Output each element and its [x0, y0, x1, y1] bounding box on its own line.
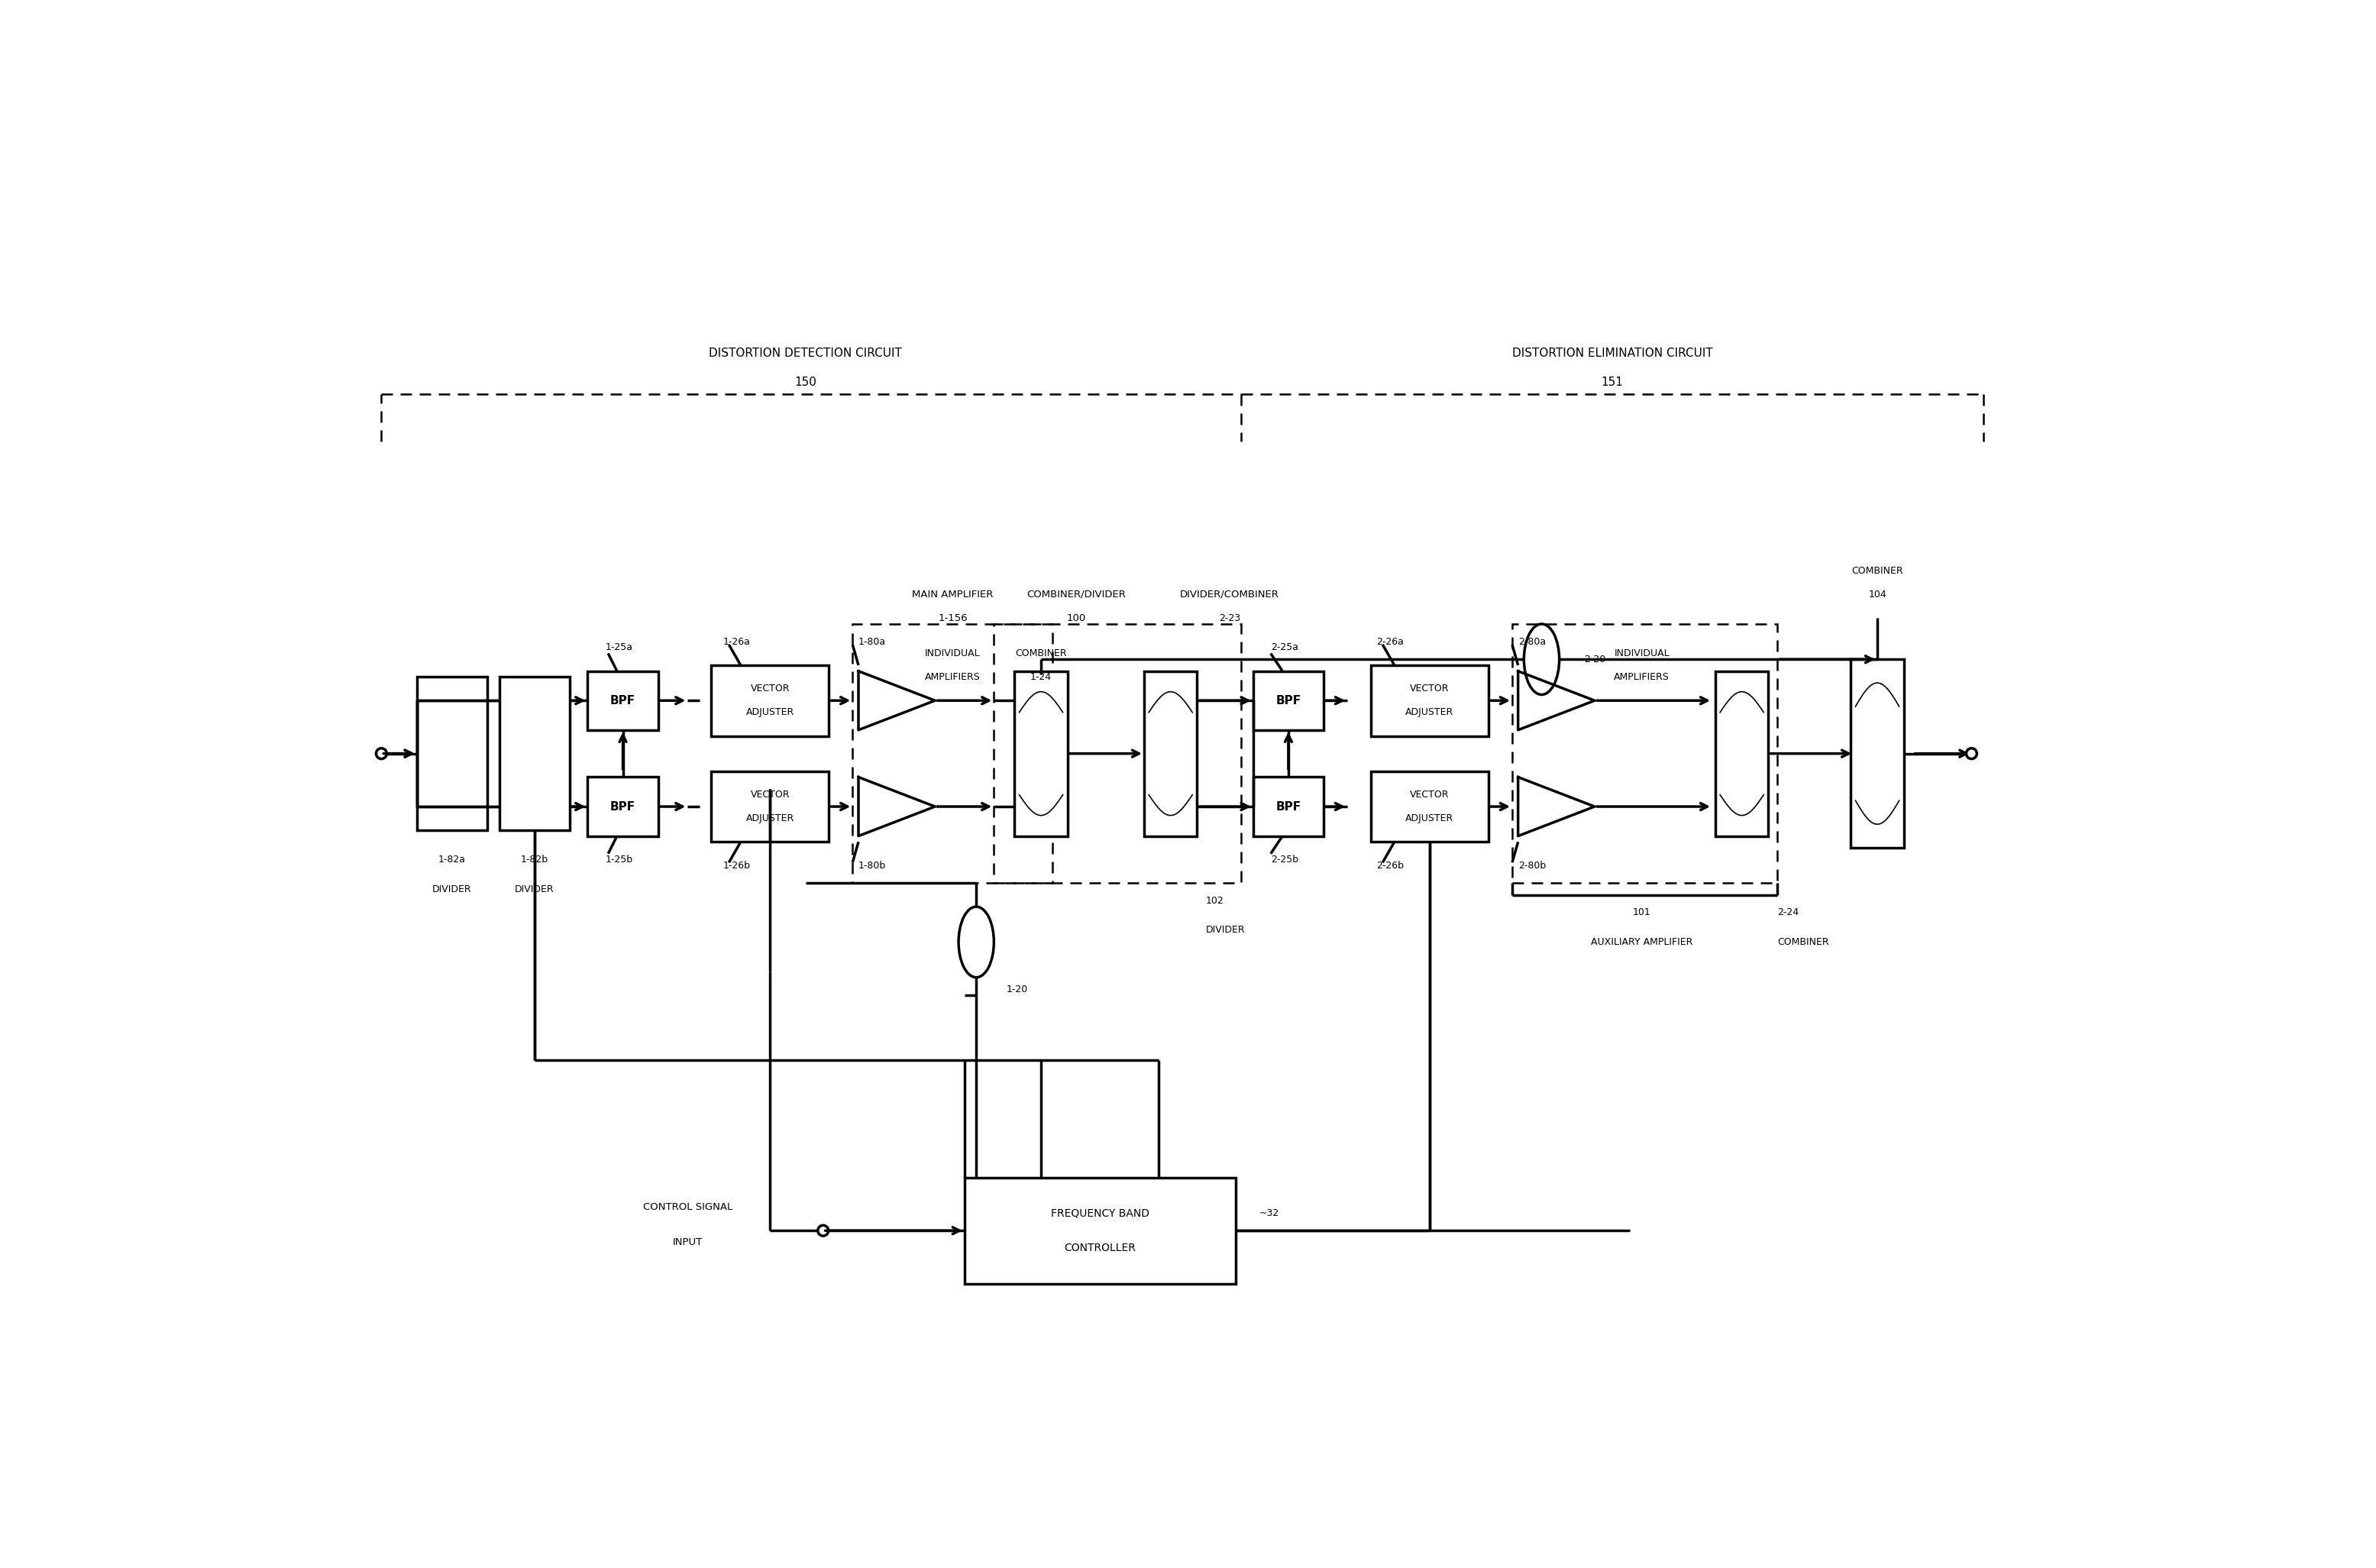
Text: 1-82a: 1-82a — [437, 855, 466, 864]
Text: ADJUSTER: ADJUSTER — [746, 707, 794, 717]
Bar — [1715, 671, 1768, 836]
Text: AMPLIFIERS: AMPLIFIERS — [924, 673, 981, 682]
Text: VECTOR: VECTOR — [751, 790, 789, 800]
Text: 1-80b: 1-80b — [858, 861, 886, 870]
Text: FREQUENCY BAND: FREQUENCY BAND — [1050, 1207, 1150, 1218]
Text: 2-25b: 2-25b — [1271, 855, 1297, 864]
Text: 2-26a: 2-26a — [1376, 637, 1404, 646]
Text: 2-26b: 2-26b — [1376, 861, 1404, 870]
Text: 150: 150 — [794, 376, 817, 389]
Circle shape — [375, 748, 387, 759]
Bar — [1371, 771, 1490, 842]
Text: COMBINER: COMBINER — [1777, 938, 1830, 947]
Text: 100: 100 — [1067, 613, 1086, 622]
Text: BPF: BPF — [611, 695, 634, 706]
Text: DISTORTION DETECTION CIRCUIT: DISTORTION DETECTION CIRCUIT — [708, 348, 903, 359]
Polygon shape — [858, 778, 936, 836]
Ellipse shape — [958, 906, 993, 977]
Bar — [710, 771, 829, 842]
Text: ADJUSTER: ADJUSTER — [746, 814, 794, 823]
Text: 2-20: 2-20 — [1585, 654, 1606, 665]
Text: 1-82b: 1-82b — [520, 855, 549, 864]
Bar — [965, 1178, 1236, 1284]
Polygon shape — [1518, 671, 1594, 731]
Bar — [1511, 624, 1777, 883]
Bar — [587, 671, 658, 731]
Text: VECTOR: VECTOR — [751, 684, 789, 693]
Bar — [1371, 665, 1490, 735]
Bar — [1252, 778, 1323, 836]
Text: DIVIDER/COMBINER: DIVIDER/COMBINER — [1181, 590, 1278, 599]
Text: COMBINER/DIVIDER: COMBINER/DIVIDER — [1026, 590, 1126, 599]
Bar — [710, 665, 829, 735]
Text: CONTROLLER: CONTROLLER — [1064, 1243, 1136, 1254]
Circle shape — [817, 1225, 829, 1236]
Bar — [1252, 671, 1323, 731]
Ellipse shape — [1523, 624, 1559, 695]
Text: DIVIDER: DIVIDER — [516, 884, 554, 894]
Text: COMBINER: COMBINER — [1851, 566, 1903, 575]
Text: MAIN AMPLIFIER: MAIN AMPLIFIER — [912, 590, 993, 599]
Text: ADJUSTER: ADJUSTER — [1407, 814, 1454, 823]
Text: DISTORTION ELIMINATION CIRCUIT: DISTORTION ELIMINATION CIRCUIT — [1511, 348, 1713, 359]
Bar — [1015, 671, 1067, 836]
Polygon shape — [858, 671, 936, 731]
Text: 1-156: 1-156 — [939, 613, 967, 622]
Bar — [1851, 659, 1903, 848]
Text: AUXILIARY AMPLIFIER: AUXILIARY AMPLIFIER — [1592, 938, 1692, 947]
Text: 1-25b: 1-25b — [606, 855, 632, 864]
Text: 2-80a: 2-80a — [1518, 637, 1547, 646]
Text: 101: 101 — [1632, 908, 1651, 917]
Text: INDIVIDUAL: INDIVIDUAL — [924, 649, 981, 659]
Bar — [499, 677, 570, 829]
Text: AMPLIFIERS: AMPLIFIERS — [1613, 673, 1670, 682]
Text: VECTOR: VECTOR — [1409, 684, 1449, 693]
Bar — [587, 778, 658, 836]
Text: 2-80b: 2-80b — [1518, 861, 1547, 870]
Text: VECTOR: VECTOR — [1409, 790, 1449, 800]
Text: 2-23: 2-23 — [1219, 613, 1240, 622]
Text: INDIVIDUAL: INDIVIDUAL — [1613, 649, 1670, 659]
Text: COMBINER: COMBINER — [1015, 649, 1067, 659]
Text: 102: 102 — [1207, 895, 1224, 906]
Text: BPF: BPF — [611, 801, 634, 812]
Circle shape — [1967, 748, 1977, 759]
Text: 2-24: 2-24 — [1777, 908, 1799, 917]
Text: 1-80a: 1-80a — [858, 637, 886, 646]
Text: 151: 151 — [1601, 376, 1623, 389]
Text: ADJUSTER: ADJUSTER — [1407, 707, 1454, 717]
Text: BPF: BPF — [1276, 801, 1302, 812]
Text: 1-25a: 1-25a — [606, 643, 632, 652]
Text: ~32: ~32 — [1259, 1207, 1278, 1218]
Bar — [1145, 671, 1198, 836]
Text: DIVIDER: DIVIDER — [1207, 925, 1245, 935]
Text: 1-20: 1-20 — [1007, 985, 1029, 994]
Bar — [993, 624, 1240, 883]
Text: 2-25a: 2-25a — [1271, 643, 1297, 652]
Text: DIVIDER: DIVIDER — [432, 884, 473, 894]
Text: INPUT: INPUT — [672, 1237, 703, 1248]
Polygon shape — [1518, 778, 1594, 836]
Bar — [853, 624, 1053, 883]
Text: BPF: BPF — [1276, 695, 1302, 706]
Bar — [416, 677, 487, 829]
Text: 104: 104 — [1868, 590, 1887, 599]
Text: CONTROL SIGNAL: CONTROL SIGNAL — [644, 1203, 732, 1212]
Text: 1-24: 1-24 — [1031, 673, 1053, 682]
Text: 1-26a: 1-26a — [722, 637, 751, 646]
Text: 1-26b: 1-26b — [722, 861, 751, 870]
